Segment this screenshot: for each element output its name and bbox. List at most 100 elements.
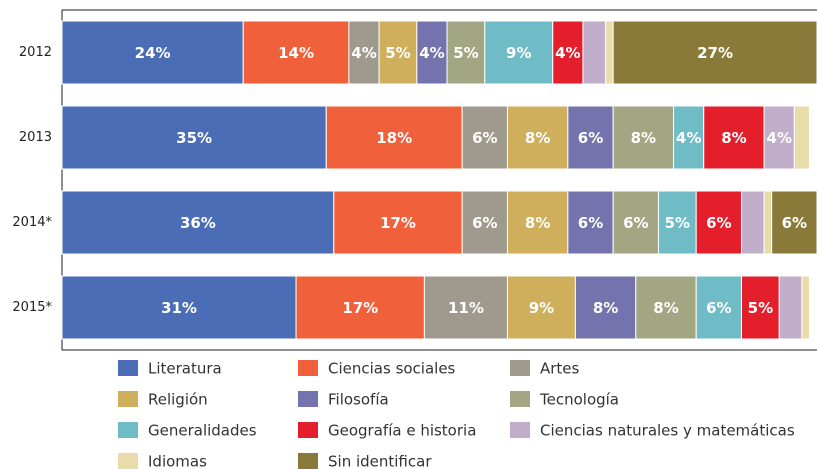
bar-segment [61, 190, 335, 255]
data-label: 8% [721, 129, 746, 147]
data-label: 6% [472, 214, 497, 232]
data-label: 11% [448, 299, 484, 317]
legend-swatch [118, 453, 138, 469]
y-tick-label: 2015* [12, 300, 52, 315]
bar-segment [61, 275, 297, 340]
bar-segment [793, 105, 810, 170]
data-label: 4% [767, 129, 792, 147]
legend-swatch [510, 360, 530, 376]
data-label: 8% [653, 299, 678, 317]
bar-segment [612, 190, 659, 255]
bar-segment [695, 275, 743, 340]
legend-label: Literatura [148, 360, 222, 378]
legend-swatch [510, 391, 530, 407]
legend-label: Sin identificar [328, 453, 432, 469]
bar-segment [506, 105, 569, 170]
bar-segment [763, 105, 795, 170]
legend-label: Ciencias sociales [328, 360, 456, 378]
bar-segment [461, 105, 508, 170]
bar-segment [567, 105, 614, 170]
bar-segment [741, 190, 765, 255]
bar-segment [763, 190, 773, 255]
data-label: 18% [376, 129, 412, 147]
data-label: 6% [578, 129, 603, 147]
data-label: 9% [506, 44, 531, 62]
data-label: 17% [380, 214, 416, 232]
bar-segment [506, 275, 576, 340]
data-label: 36% [180, 214, 216, 232]
data-label: 5% [665, 214, 690, 232]
y-tick-label: 2012 [19, 45, 52, 60]
bar-segment [552, 20, 584, 85]
data-label: 9% [529, 299, 554, 317]
data-label: 6% [706, 299, 731, 317]
data-label: 35% [176, 129, 212, 147]
bar-segment [242, 20, 350, 85]
data-label: 6% [782, 214, 807, 232]
data-label: 14% [278, 44, 314, 62]
bar-segment [461, 190, 508, 255]
legend-label: Filosofía [328, 391, 389, 409]
legend-label: Ciencias naturales y matemáticas [540, 422, 795, 440]
bar-segment [61, 20, 244, 85]
bar-segment [612, 105, 675, 170]
legend-label: Idiomas [148, 453, 207, 469]
bar-segment [378, 20, 418, 85]
bar-segment [61, 105, 327, 170]
legend-swatch [510, 422, 530, 438]
bar-segment [582, 20, 607, 85]
data-label: 17% [342, 299, 378, 317]
bar-segment [574, 275, 637, 340]
bar-segment [333, 190, 463, 255]
legend-label: Artes [540, 360, 580, 378]
data-label: 5% [453, 44, 478, 62]
bar-segment [484, 20, 554, 85]
data-label: 5% [385, 44, 410, 62]
data-label: 8% [593, 299, 618, 317]
data-label: 4% [676, 129, 701, 147]
bar-segment [635, 275, 697, 340]
data-label: 4% [419, 44, 444, 62]
bar-segment [801, 275, 810, 340]
data-label: 5% [748, 299, 773, 317]
bar-segment [612, 20, 817, 85]
data-label: 6% [623, 214, 648, 232]
bar-segment [741, 275, 780, 340]
data-label: 31% [161, 299, 197, 317]
bar-segment [778, 275, 803, 340]
bar-segment [416, 20, 448, 85]
legend-swatch [298, 422, 318, 438]
data-label: 4% [351, 44, 376, 62]
data-label: 8% [525, 214, 550, 232]
data-label: 8% [525, 129, 550, 147]
bar-segment [657, 190, 697, 255]
y-tick-label: 2014* [12, 215, 52, 230]
legend-swatch [298, 391, 318, 407]
bar-segment [295, 275, 425, 340]
legend-swatch [118, 360, 138, 376]
bar-segment [771, 190, 817, 255]
legend-swatch [298, 453, 318, 469]
bar-segment [446, 20, 486, 85]
data-label: 8% [631, 129, 656, 147]
data-label: 24% [135, 44, 171, 62]
data-label: 4% [555, 44, 580, 62]
bar-segment [348, 20, 380, 85]
data-label: 27% [697, 44, 733, 62]
bar-segment [695, 190, 743, 255]
bar-segment [567, 190, 614, 255]
y-tick-label: 2013 [19, 130, 52, 145]
data-label: 6% [706, 214, 731, 232]
bar-segment [506, 190, 569, 255]
legend-swatch [298, 360, 318, 376]
legend-swatch [118, 422, 138, 438]
data-label: 6% [578, 214, 603, 232]
legend-label: Generalidades [148, 422, 257, 440]
legend-swatch [118, 391, 138, 407]
legend-label: Religión [148, 391, 208, 409]
bar-segment [703, 105, 765, 170]
legend-label: Geografía e historia [328, 422, 476, 440]
legend-label: Tecnología [539, 391, 619, 409]
